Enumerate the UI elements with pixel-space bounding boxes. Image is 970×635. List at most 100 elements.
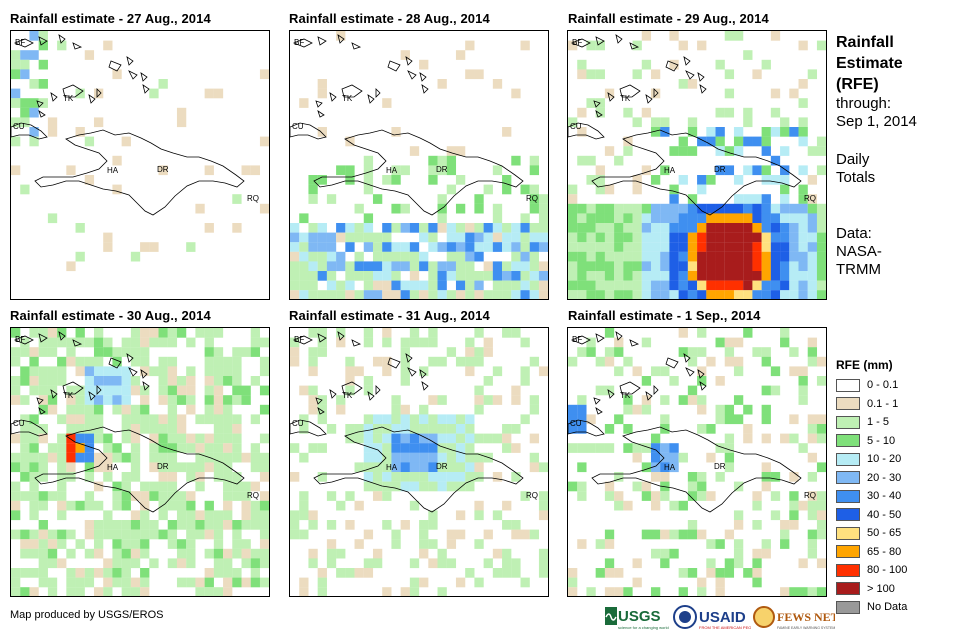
rainfall-cell xyxy=(724,452,735,463)
rainfall-cell xyxy=(492,280,503,291)
rainfall-cell xyxy=(483,395,493,405)
rainfall-cell xyxy=(29,50,39,60)
rainfall-cell xyxy=(419,59,429,70)
rainfall-cell xyxy=(752,213,762,224)
rainfall-cell xyxy=(372,280,383,291)
legend-swatch xyxy=(836,415,860,429)
rainfall-cell xyxy=(492,472,503,482)
rainfall-cell xyxy=(232,443,242,453)
rainfall-cell xyxy=(650,452,661,463)
rainfall-cell xyxy=(697,529,707,540)
rainfall-cell xyxy=(474,510,484,521)
map-label-tk: TK xyxy=(342,94,353,103)
rainfall-cell xyxy=(195,433,205,444)
rainfall-cell xyxy=(317,443,327,453)
rainfall-cell xyxy=(121,539,131,549)
rainfall-cell xyxy=(11,462,21,473)
rainfall-cell xyxy=(29,107,39,118)
legend-label: 0.1 - 1 xyxy=(867,397,899,410)
rainfall-cell xyxy=(724,165,735,176)
map-label-rq: RQ xyxy=(526,491,538,500)
rainfall-cell xyxy=(363,443,374,453)
rainfall-cell xyxy=(780,232,790,243)
rainfall-cell xyxy=(641,242,652,252)
rainfall-cell xyxy=(167,385,178,396)
rainfall-cell xyxy=(807,337,818,348)
rainfall-cell xyxy=(715,127,725,137)
rainfall-cell xyxy=(641,203,652,214)
map-label-rq: RQ xyxy=(247,491,259,500)
rainfall-cell xyxy=(733,280,744,291)
rainfall-cell xyxy=(29,568,39,578)
rainfall-cell xyxy=(66,165,76,176)
rainfall-cell xyxy=(492,213,503,224)
rainfall-cell xyxy=(502,548,512,559)
rainfall-cell xyxy=(437,587,447,596)
rainfall-cell xyxy=(492,232,503,243)
legend-label: 40 - 50 xyxy=(867,508,902,521)
rainfall-cell xyxy=(66,395,76,405)
rainfall-cell xyxy=(66,548,76,559)
rainfall-cell xyxy=(232,481,242,492)
rainfall-cell xyxy=(483,290,493,299)
rainfall-cell xyxy=(250,337,261,348)
rainfall-cell xyxy=(20,184,30,195)
rainfall-cell xyxy=(586,155,596,166)
rainfall-cell xyxy=(391,443,401,453)
rainfall-cell xyxy=(520,40,530,51)
rainfall-cell xyxy=(623,404,633,415)
rainfall-cell xyxy=(400,337,410,348)
rainfall-cell xyxy=(428,539,438,549)
rainfall-cell xyxy=(595,69,605,80)
rainfall-cell xyxy=(632,69,642,80)
rainfall-cell xyxy=(354,271,364,281)
rainfall-cell xyxy=(595,232,605,243)
rainfall-cell xyxy=(743,433,753,444)
legend-label: No Data xyxy=(867,601,908,614)
rainfall-cell xyxy=(437,481,447,492)
rainfall-cell xyxy=(577,290,587,299)
rainfall-cell xyxy=(382,587,392,596)
rainfall-cell xyxy=(529,165,540,176)
rainfall-cell xyxy=(419,232,429,243)
rainfall-cell xyxy=(409,146,420,156)
rainfall-cell xyxy=(465,481,475,492)
rainfall-cell xyxy=(586,337,596,348)
rainfall-cell xyxy=(130,577,141,588)
rainfall-cell xyxy=(502,127,512,137)
rainfall-cell xyxy=(568,261,578,272)
rainfall-cell xyxy=(213,510,224,521)
rainfall-cell xyxy=(121,414,131,425)
rainfall-cell xyxy=(483,529,493,540)
rainfall-cell xyxy=(66,424,76,434)
rainfall-cell xyxy=(614,271,624,281)
rainfall-cell xyxy=(474,577,484,588)
rainfall-cell xyxy=(807,261,818,272)
rainfall-cell xyxy=(511,568,521,578)
rainfall-cell xyxy=(595,165,605,176)
rainfall-cell xyxy=(780,587,790,596)
rainfall-cell xyxy=(816,203,826,214)
rainfall-cell xyxy=(492,366,503,377)
rainfall-cell xyxy=(57,376,67,386)
rainfall-cell xyxy=(529,462,540,473)
rainfall-cell xyxy=(308,395,318,405)
rainfall-cell xyxy=(455,529,466,540)
rainfall-cell xyxy=(186,529,196,540)
rainfall-cell xyxy=(687,395,698,405)
rainfall-cell xyxy=(29,510,39,521)
rainfall-cell xyxy=(103,472,113,482)
rainfall-cell xyxy=(259,491,269,501)
rainfall-cell xyxy=(391,242,401,252)
rainfall-cell xyxy=(798,117,808,128)
rainfall-cell xyxy=(577,223,587,233)
rainfall-cell xyxy=(204,510,214,521)
rainfall-cell xyxy=(409,433,420,444)
rainfall-cell xyxy=(232,356,242,367)
rainfall-cell xyxy=(241,539,251,549)
rainfall-cell xyxy=(697,491,707,501)
rainfall-cell xyxy=(669,146,679,156)
rainfall-cell xyxy=(752,251,762,262)
rainfall-cell xyxy=(186,472,196,482)
rainfall-cell xyxy=(241,385,251,396)
